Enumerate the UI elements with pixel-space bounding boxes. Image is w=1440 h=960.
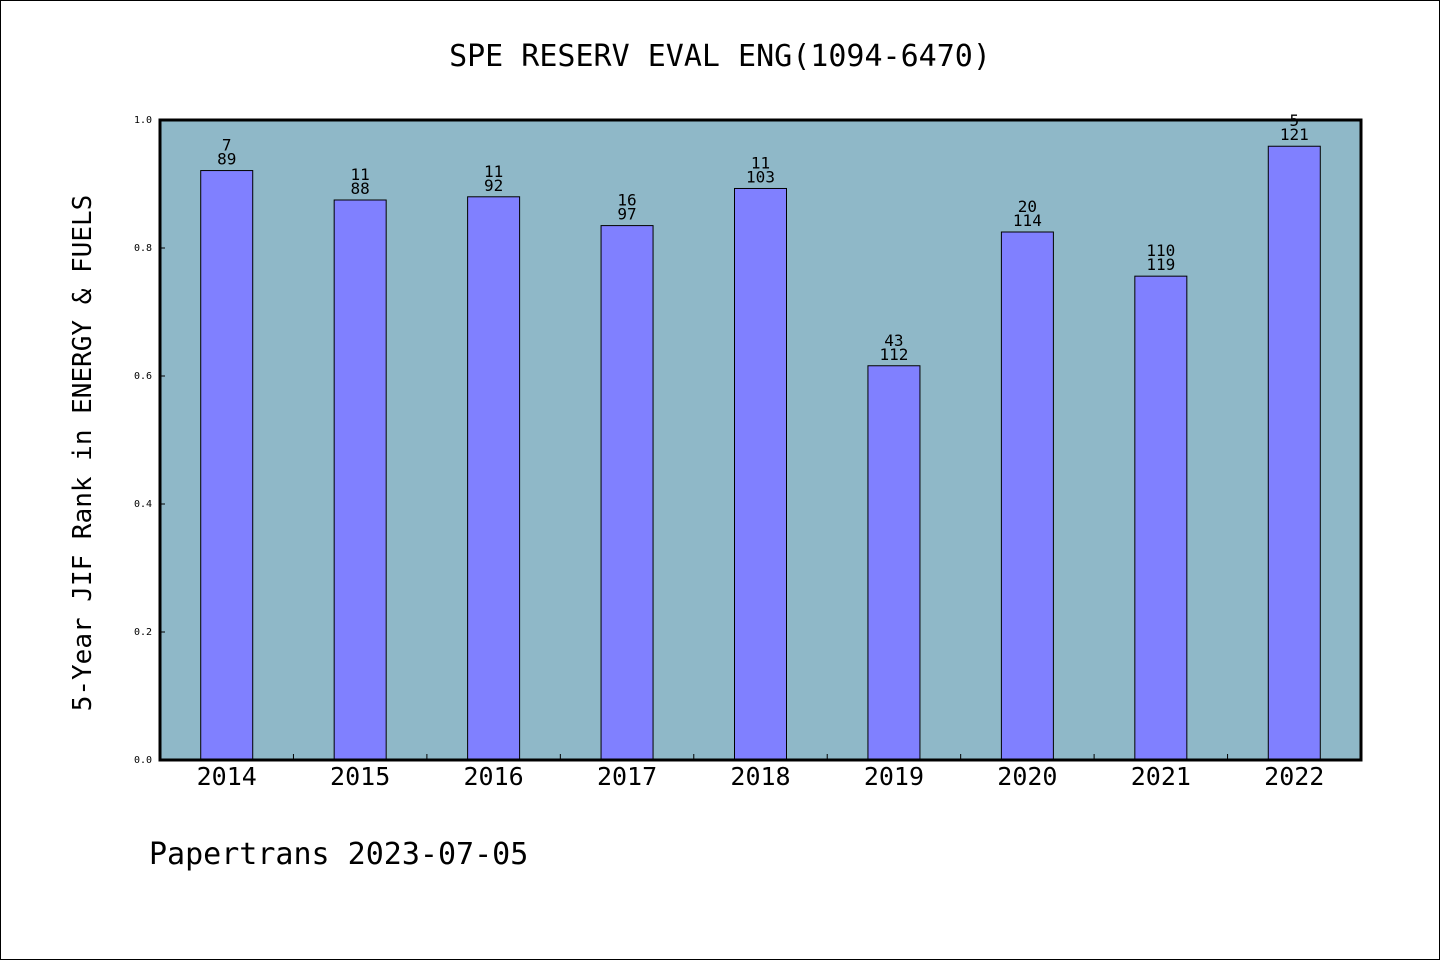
rank-label-2018: 11 xyxy=(751,153,770,172)
rank-label-2014: 7 xyxy=(222,136,232,155)
bar-2021 xyxy=(1134,275,1188,761)
y-tick-label: 0.6 xyxy=(134,371,152,382)
y-tick-label: 0.8 xyxy=(134,243,152,254)
bar-2020 xyxy=(1000,231,1054,761)
x-tick-label-2021: 2021 xyxy=(1131,762,1191,791)
x-tick-label-2019: 2019 xyxy=(864,762,924,791)
total-label-2018: 103 xyxy=(746,167,775,186)
total-label-2014: 89 xyxy=(217,150,236,169)
bar-2015 xyxy=(333,199,387,761)
x-axis: 2014 2015 2016 2017 2018 2019 2020 2021 2022 xyxy=(197,754,1324,791)
bar-2019 xyxy=(867,365,921,761)
x-tick-label-2022: 2022 xyxy=(1264,762,1324,791)
plot-border xyxy=(158,118,1363,762)
total-label-2017: 97 xyxy=(617,205,636,224)
rank-label-2017: 16 xyxy=(617,191,636,210)
rank-label-2020: 20 xyxy=(1018,197,1037,216)
x-tick-label-2020: 2020 xyxy=(997,762,1057,791)
footer-text: Papertrans 2023-07-05 xyxy=(149,837,528,872)
total-label-2022: 121 xyxy=(1280,125,1309,144)
total-label-2015: 88 xyxy=(351,179,370,198)
x-tick-label-2016: 2016 xyxy=(464,762,524,791)
rank-label-2019: 43 xyxy=(884,331,903,350)
rank-label-2015: 11 xyxy=(351,165,370,184)
y-tick-label: 0.2 xyxy=(134,627,152,638)
bar-2014 xyxy=(200,170,254,761)
rank-label-2021: 110 xyxy=(1146,241,1175,260)
total-label-2016: 92 xyxy=(484,176,503,195)
chart-title: SPE RESERV EVAL ENG(1094-6470) xyxy=(449,39,991,74)
rank-label-2016: 11 xyxy=(484,162,503,181)
x-tick-label-2015: 2015 xyxy=(330,762,390,791)
x-tick-label-2018: 2018 xyxy=(730,762,790,791)
y-axis-label: 5-Year JIF Rank in ENERGY & FUELS xyxy=(68,195,98,712)
bar-2016 xyxy=(467,196,521,761)
y-tick-label: 0.0 xyxy=(134,755,152,766)
bar-2022 xyxy=(1267,145,1321,761)
x-tick-label-2014: 2014 xyxy=(197,762,257,791)
y-tick-label: 0.4 xyxy=(134,499,152,510)
bar-2017 xyxy=(600,225,654,761)
bar-2018 xyxy=(734,187,787,761)
x-tick-label-2017: 2017 xyxy=(597,762,657,791)
total-label-2019: 112 xyxy=(879,345,908,364)
total-label-2020: 114 xyxy=(1013,211,1042,230)
y-tick-label: 1.0 xyxy=(134,115,152,126)
total-label-2021: 119 xyxy=(1146,255,1175,274)
